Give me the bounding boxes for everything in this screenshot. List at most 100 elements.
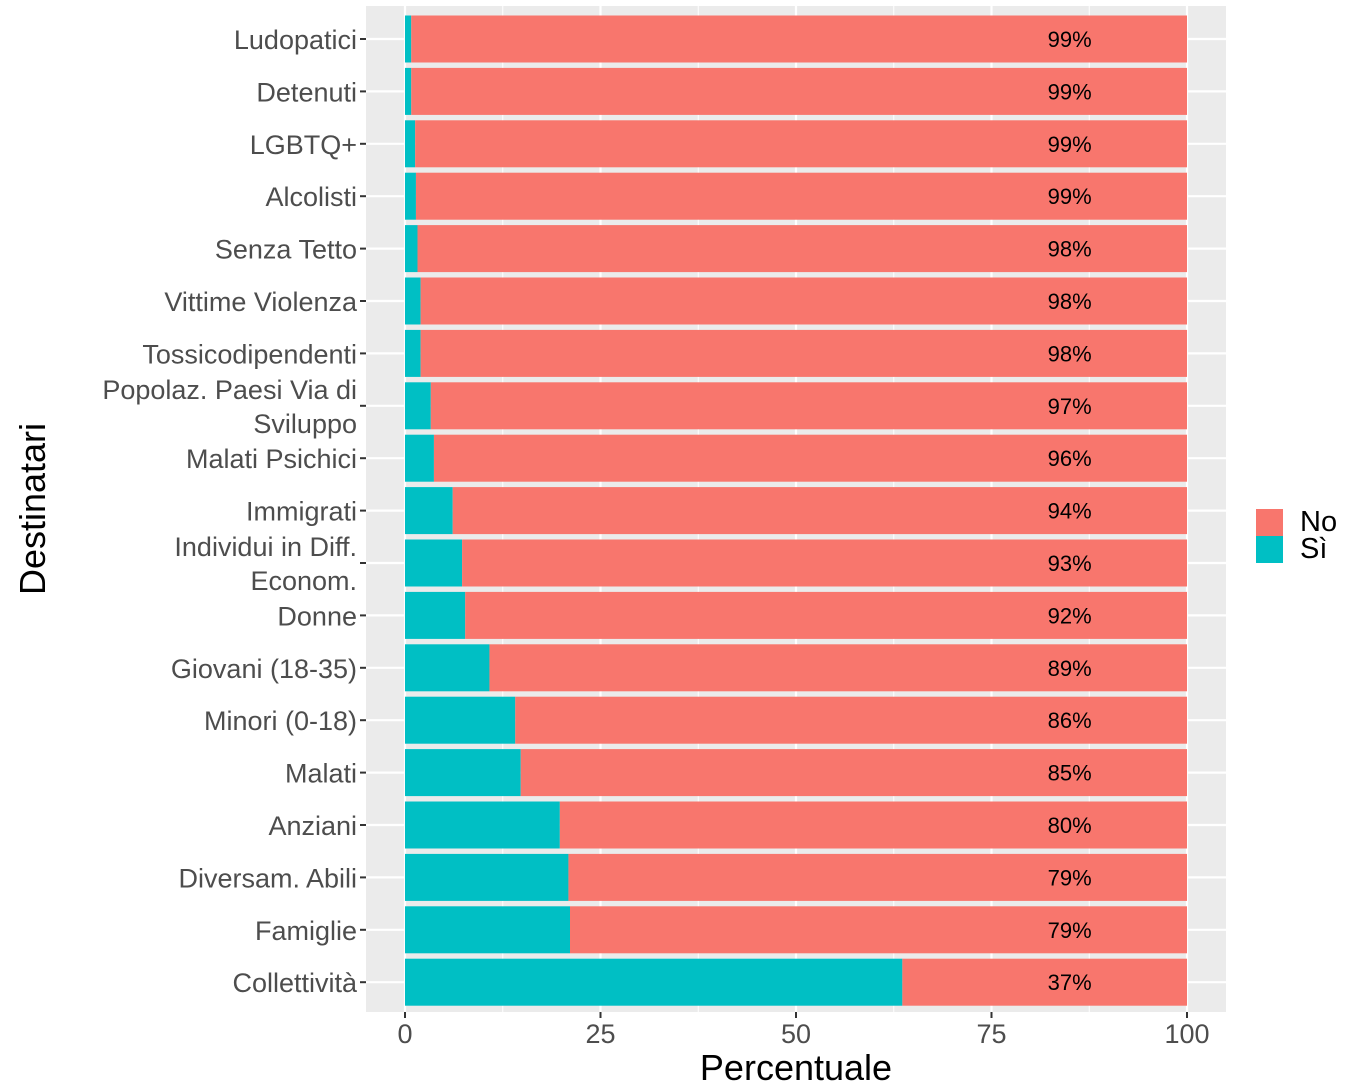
bar-no-segment <box>515 696 1187 744</box>
y-tick-label: Senza Tetto <box>215 235 357 265</box>
y-tick-label: Malati Psichici <box>186 444 357 474</box>
data-label: 86% <box>1048 708 1092 733</box>
bar-no-segment <box>417 225 1188 273</box>
data-label: 79% <box>1048 918 1092 943</box>
bar-no-segment <box>902 958 1187 1006</box>
y-tick-label-line: Malati Psichici <box>186 444 357 474</box>
bar-si-segment <box>405 382 431 430</box>
bar-si-segment <box>405 172 416 220</box>
y-tick-label: Anziani <box>268 811 357 841</box>
x-axis-title: Percentuale <box>700 1047 892 1087</box>
y-tick-label-line: Malati <box>285 759 357 789</box>
data-label: 79% <box>1048 865 1092 890</box>
y-tick-label: Malati <box>285 759 357 789</box>
bars <box>405 15 1188 1006</box>
y-tick-label-line: Minori (0-18) <box>204 706 357 736</box>
bar-si-segment <box>405 15 412 63</box>
x-tick-label: 0 <box>397 1019 412 1049</box>
y-tick-label: Tossicodipendenti <box>142 339 357 369</box>
bar-si-segment <box>405 539 463 587</box>
data-label: 99% <box>1048 79 1092 104</box>
y-tick-label-line: Popolaz. Paesi Via di <box>102 375 357 405</box>
bar-no-segment <box>411 67 1188 115</box>
bar-no-segment <box>465 591 1187 639</box>
data-label: 37% <box>1048 970 1092 995</box>
y-tick-label-line: Alcolisti <box>265 182 357 212</box>
bar-si-segment <box>405 591 466 639</box>
bar-no-segment <box>559 801 1187 849</box>
bar-no-segment <box>489 644 1187 692</box>
data-label: 98% <box>1048 237 1092 262</box>
legend-key-si <box>1256 536 1283 563</box>
bar-no-segment <box>430 382 1187 430</box>
y-tick-label: Vittime Violenza <box>164 287 358 317</box>
y-tick-label: Diversam. Abili <box>178 863 357 893</box>
y-tick-label-line: Immigrati <box>246 497 357 527</box>
y-tick-label-line: Diversam. Abili <box>178 863 357 893</box>
y-tick-label: Giovani (18-35) <box>171 654 357 684</box>
x-tick-label: 100 <box>1164 1019 1209 1049</box>
data-label: 94% <box>1048 499 1092 524</box>
bar-si-segment <box>405 801 560 849</box>
y-tick-label: Popolaz. Paesi Via di Sviluppo <box>102 375 357 439</box>
data-label: 97% <box>1048 394 1092 419</box>
bar-no-segment <box>415 120 1187 168</box>
bar-no-segment <box>452 487 1187 535</box>
y-tick-label: Famiglie <box>255 916 357 946</box>
y-tick-label-line: Econom. <box>250 566 357 596</box>
bar-si-segment <box>405 225 418 273</box>
legend-label: No <box>1300 506 1337 538</box>
data-label: 85% <box>1048 761 1092 786</box>
y-tick-label-line: Tossicodipendenti <box>142 339 357 369</box>
y-tick-label-line: Famiglie <box>255 916 357 946</box>
bar-si-segment <box>405 958 903 1006</box>
y-tick-label-line: Giovani (18-35) <box>171 654 357 684</box>
y-tick-label: Collettività <box>232 968 358 998</box>
y-tick-label-line: Detenuti <box>256 77 357 107</box>
data-label: 92% <box>1048 603 1092 628</box>
y-tick-label: Ludopatici <box>234 25 357 55</box>
y-tick-label: Immigrati <box>246 497 357 527</box>
data-label: 80% <box>1048 813 1092 838</box>
y-tick-label: Alcolisti <box>265 182 357 212</box>
y-tick-label: Minori (0-18) <box>204 706 357 736</box>
bar-no-segment <box>415 172 1187 220</box>
bar-si-segment <box>405 329 421 377</box>
bar-no-segment <box>462 539 1187 587</box>
data-label: 99% <box>1048 132 1092 157</box>
y-tick-label: LGBTQ+ <box>250 130 357 160</box>
bar-no-segment <box>520 749 1187 797</box>
y-tick-label: Donne <box>277 601 357 631</box>
bar-no-segment <box>433 434 1188 482</box>
bar-si-segment <box>405 434 434 482</box>
data-label: 93% <box>1048 551 1092 576</box>
bar-si-segment <box>405 853 569 901</box>
bar-no-segment <box>411 15 1188 63</box>
y-tick-label: Detenuti <box>256 77 357 107</box>
x-tick-label: 75 <box>976 1019 1006 1049</box>
data-label: 89% <box>1048 656 1092 681</box>
bar-si-segment <box>405 749 521 797</box>
y-tick-label-line: Senza Tetto <box>215 235 357 265</box>
y-tick-label-line: Sviluppo <box>253 409 357 439</box>
x-tick-label: 25 <box>585 1019 615 1049</box>
legend-key-no <box>1256 509 1283 536</box>
data-label: 98% <box>1048 289 1092 314</box>
x-axis: 0 25 50 75 100 <box>397 1012 1210 1049</box>
bar-si-segment <box>405 487 453 535</box>
y-axis: Ludopatici Detenuti LGBTQ+ Alcolisti Senza T… <box>102 25 366 998</box>
data-label: 98% <box>1048 341 1092 366</box>
data-labels: 99% 99% 99% 99% 98% 98% 98% 97% 96% 94% 93% 92% 89% 8… <box>1048 27 1092 995</box>
bar-si-segment <box>405 696 516 744</box>
y-tick-label: Individui in Diff. Econom. <box>174 532 357 596</box>
y-axis-title: Destinatari <box>12 423 53 595</box>
data-label: 99% <box>1048 184 1092 209</box>
y-tick-label-line: Donne <box>277 601 357 631</box>
bar-si-segment <box>405 644 490 692</box>
bar-si-segment <box>405 120 416 168</box>
bar-si-segment <box>405 277 421 325</box>
data-label: 99% <box>1048 27 1092 52</box>
y-tick-label-line: Anziani <box>268 811 357 841</box>
